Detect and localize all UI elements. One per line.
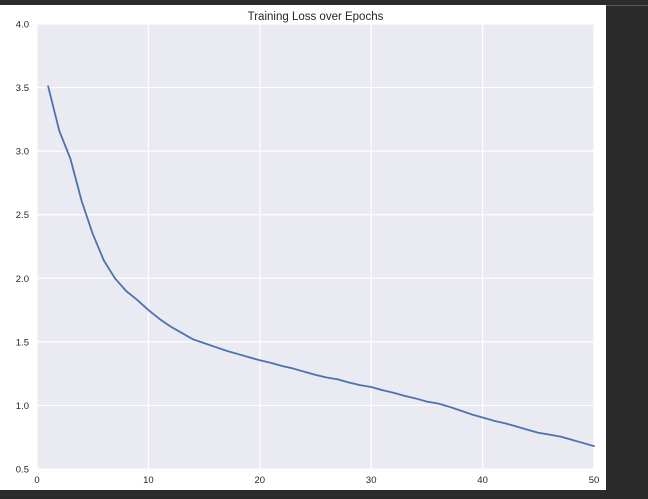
y-tick-label: 2.0 bbox=[16, 274, 29, 285]
y-tick-label: 4.0 bbox=[16, 20, 29, 31]
y-tick-label: 3.0 bbox=[16, 147, 29, 158]
y-tick-label: 3.5 bbox=[16, 83, 29, 94]
x-axis-ticks: 0 10 20 30 40 50 bbox=[34, 475, 599, 486]
figure-canvas: 0 10 20 30 40 50 0.5 1.0 1.5 2.0 2.5 3.0 3.5 4.0 Tra… bbox=[0, 5, 606, 490]
x-tick-label: 20 bbox=[255, 475, 266, 486]
x-tick-label: 30 bbox=[366, 475, 377, 486]
y-tick-label: 1.5 bbox=[16, 337, 29, 348]
series-lines bbox=[47, 85, 595, 448]
window-top-divider bbox=[606, 5, 648, 6]
x-tick-label: 50 bbox=[589, 475, 600, 486]
chart-title: Training Loss over Epochs bbox=[248, 11, 384, 23]
series-line-training-loss bbox=[47, 85, 595, 448]
x-tick-label: 10 bbox=[143, 475, 154, 486]
y-tick-label: 2.5 bbox=[16, 210, 29, 221]
loss-line-chart: 0 10 20 30 40 50 0.5 1.0 1.5 2.0 2.5 3.0 3.5 4.0 Tra… bbox=[16, 11, 600, 486]
x-tick-label: 40 bbox=[477, 475, 488, 486]
window-top-strip bbox=[0, 0, 648, 5]
x-tick-label: 0 bbox=[34, 475, 39, 486]
y-axis-ticks: 0.5 1.0 1.5 2.0 2.5 3.0 3.5 4.0 bbox=[16, 20, 29, 476]
grid-lines bbox=[36, 23, 595, 470]
y-tick-label: 1.0 bbox=[16, 401, 29, 412]
plot-area bbox=[37, 24, 594, 469]
y-tick-label: 0.5 bbox=[16, 465, 29, 476]
